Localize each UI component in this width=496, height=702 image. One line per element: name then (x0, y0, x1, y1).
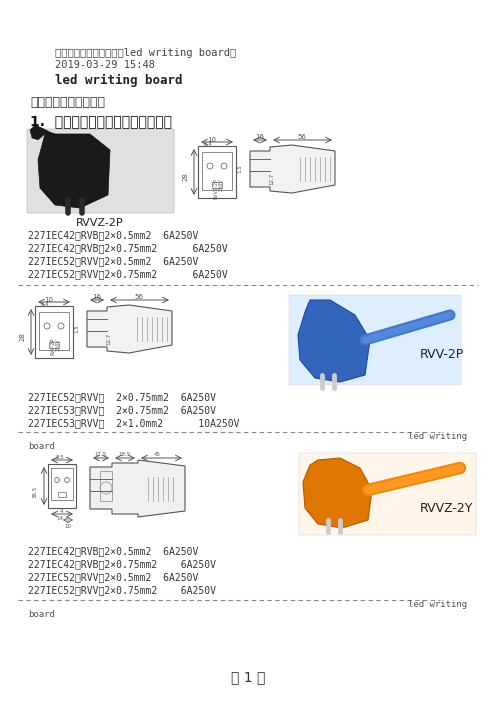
Text: 56: 56 (297, 134, 306, 140)
Text: 56: 56 (134, 294, 143, 300)
FancyBboxPatch shape (289, 295, 461, 385)
Text: 227IEC52（RVV）2×0.5mm2  6A250V: 227IEC52（RVV）2×0.5mm2 6A250V (28, 572, 198, 582)
Text: 28: 28 (183, 172, 189, 181)
Text: led writing: led writing (408, 432, 467, 441)
Polygon shape (250, 145, 335, 193)
Text: 8.5: 8.5 (56, 455, 65, 460)
Text: 227IEC52（RVV）  2×0.75mm2  6A250V: 227IEC52（RVV） 2×0.75mm2 6A250V (28, 392, 216, 402)
Text: 6.4: 6.4 (41, 302, 50, 307)
Text: 17.5: 17.5 (94, 452, 106, 457)
Text: 227IEC52（RVV）2×0.75mm2    6A250V: 227IEC52（RVV）2×0.75mm2 6A250V (28, 585, 216, 595)
Text: 世界各国电源插头标准: 世界各国电源插头标准 (30, 96, 105, 109)
Text: 14: 14 (56, 516, 63, 521)
Text: board: board (28, 442, 55, 451)
Bar (49, 342, 59, 348)
Text: RVVZ-2P: RVVZ-2P (213, 178, 219, 199)
Bar (58, 492, 66, 497)
Text: 10: 10 (207, 137, 216, 143)
Polygon shape (303, 458, 372, 528)
Bar (202, 152, 232, 190)
Text: 250V: 250V (219, 178, 224, 191)
Bar (48, 464, 76, 508)
Text: RVV-2P: RVV-2P (51, 338, 56, 355)
Text: 1.5: 1.5 (74, 324, 79, 333)
Polygon shape (38, 134, 110, 208)
Text: 第 1 页: 第 1 页 (231, 670, 265, 684)
Text: 6.4: 6.4 (204, 142, 213, 147)
Text: board: board (28, 610, 55, 619)
Text: 28: 28 (20, 332, 26, 341)
Text: 1.5: 1.5 (237, 164, 242, 173)
Text: 16: 16 (92, 294, 101, 300)
Text: 227IEC52（RVV）2×0.5mm2  6A250V: 227IEC52（RVV）2×0.5mm2 6A250V (28, 256, 198, 266)
Text: 10: 10 (64, 524, 71, 529)
Bar (39, 312, 69, 350)
Text: 1.  中国电源线标准及所用插头规格: 1. 中国电源线标准及所用插头规格 (30, 114, 172, 128)
Text: 12.7: 12.7 (107, 333, 112, 345)
Text: 227IEC53（RVV）  2×1.0mm2      10A250V: 227IEC53（RVV） 2×1.0mm2 10A250V (28, 418, 240, 428)
Bar (35, 306, 73, 358)
Polygon shape (87, 305, 172, 353)
Text: 4: 4 (60, 509, 63, 514)
FancyBboxPatch shape (299, 453, 476, 535)
FancyBboxPatch shape (27, 129, 174, 213)
Bar (100, 471, 112, 501)
Text: 18.5: 18.5 (118, 452, 130, 457)
Text: RVV-2P: RVV-2P (420, 348, 464, 361)
Bar (212, 182, 222, 188)
Text: 12.7: 12.7 (269, 173, 274, 185)
Text: led writing: led writing (408, 600, 467, 609)
Text: 227IEC42（RVB）2×0.5mm2  6A250V: 227IEC42（RVB）2×0.5mm2 6A250V (28, 230, 198, 240)
Polygon shape (30, 125, 55, 140)
Text: 227IEC53（RVV）  2×0.75mm2  6A250V: 227IEC53（RVV） 2×0.75mm2 6A250V (28, 405, 216, 415)
Bar (198, 146, 236, 198)
Text: led writing board: led writing board (55, 74, 183, 87)
Text: 227IEC42（RVB）2×0.5mm2  6A250V: 227IEC42（RVB）2×0.5mm2 6A250V (28, 546, 198, 556)
Text: 250V: 250V (56, 338, 61, 351)
Text: 2019-03-29 15:48: 2019-03-29 15:48 (55, 60, 155, 70)
Polygon shape (90, 460, 185, 517)
Bar (51, 468, 73, 500)
Text: 227IEC42（RVB）2×0.75mm2      6A250V: 227IEC42（RVB）2×0.75mm2 6A250V (28, 243, 228, 253)
Text: 16: 16 (255, 134, 264, 140)
Polygon shape (298, 300, 370, 382)
Text: RVVZ-2Y: RVVZ-2Y (420, 502, 473, 515)
Text: 227IEC42（RVB）2×0.75mm2    6A250V: 227IEC42（RVB）2×0.75mm2 6A250V (28, 559, 216, 569)
Text: 227IEC52（RVV）2×0.75mm2      6A250V: 227IEC52（RVV）2×0.75mm2 6A250V (28, 269, 228, 279)
Text: 世界各国电源插头标准（led writing board）: 世界各国电源插头标准（led writing board） (55, 48, 236, 58)
Text: 45: 45 (154, 452, 161, 457)
Text: RVVZ-2P: RVVZ-2P (76, 218, 124, 228)
Text: 36.5: 36.5 (33, 486, 38, 498)
Text: 10: 10 (45, 297, 54, 303)
